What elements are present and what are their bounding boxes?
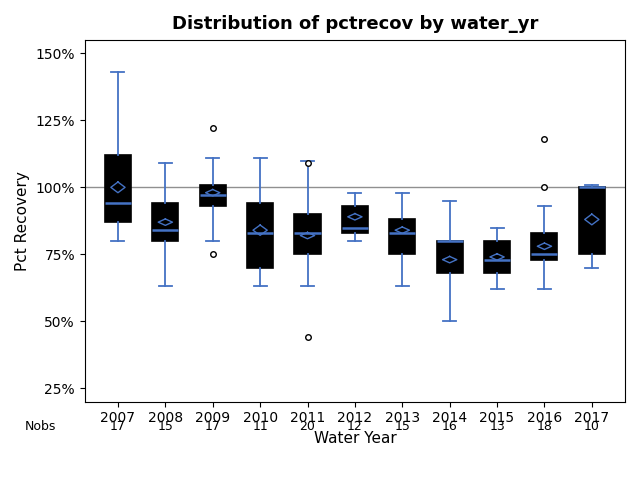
PathPatch shape: [105, 155, 131, 222]
Text: 16: 16: [442, 420, 458, 432]
Text: Nobs: Nobs: [25, 420, 56, 432]
PathPatch shape: [200, 185, 226, 206]
Text: 17: 17: [205, 420, 221, 432]
PathPatch shape: [294, 214, 321, 254]
PathPatch shape: [342, 206, 368, 233]
PathPatch shape: [247, 204, 273, 268]
Text: 20: 20: [300, 420, 316, 432]
PathPatch shape: [484, 241, 510, 273]
Text: 10: 10: [584, 420, 600, 432]
Y-axis label: Pct Recovery: Pct Recovery: [15, 171, 30, 271]
Text: 11: 11: [252, 420, 268, 432]
Text: 13: 13: [489, 420, 505, 432]
Text: 15: 15: [157, 420, 173, 432]
Text: 12: 12: [347, 420, 363, 432]
PathPatch shape: [389, 219, 415, 254]
PathPatch shape: [436, 241, 463, 273]
PathPatch shape: [579, 187, 605, 254]
PathPatch shape: [152, 204, 179, 241]
Text: 15: 15: [394, 420, 410, 432]
Text: 17: 17: [110, 420, 126, 432]
PathPatch shape: [531, 233, 557, 260]
Text: 18: 18: [536, 420, 552, 432]
Title: Distribution of pctrecov by water_yr: Distribution of pctrecov by water_yr: [172, 15, 538, 33]
X-axis label: Water Year: Water Year: [314, 431, 396, 446]
